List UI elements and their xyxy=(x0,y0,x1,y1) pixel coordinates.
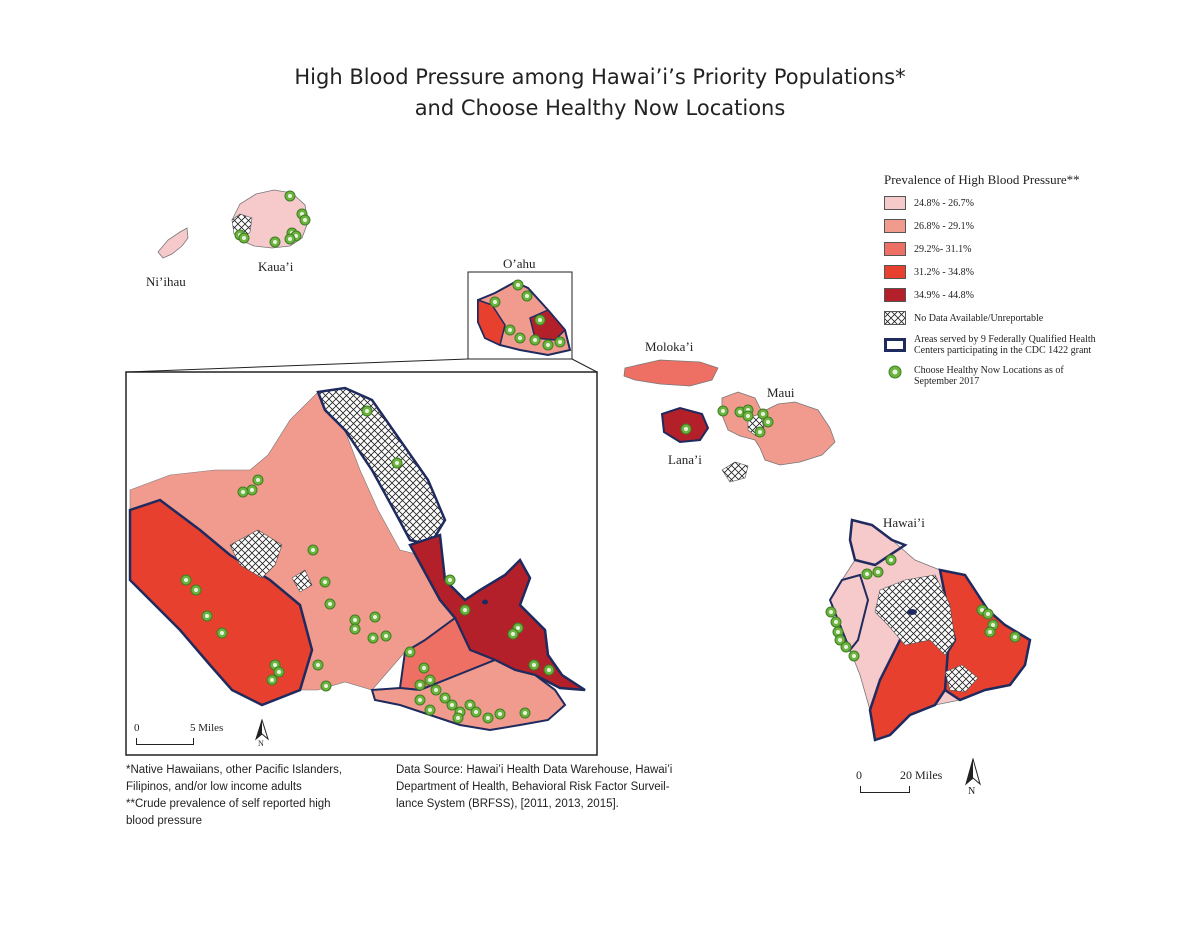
map-title: High Blood Pressure among Hawai’i’s Prio… xyxy=(0,62,1200,124)
inset-north-label: N xyxy=(258,739,264,748)
island-hawaii xyxy=(825,518,1032,742)
island-kahoolawe xyxy=(721,461,749,483)
footnote: *Native Hawaiians, other Pacific Islande… xyxy=(126,762,386,830)
label-hawaii: Hawai’i xyxy=(883,515,925,530)
footnote-line3: **Crude prevalence of self reported high xyxy=(126,798,331,810)
oahu-locator-box xyxy=(467,271,573,360)
footnote-line4: blood pressure xyxy=(126,815,203,827)
legend-fqhc: Areas served by 9 Federally Qualified He… xyxy=(884,334,1124,356)
legend-swatch-2 xyxy=(884,219,906,233)
legend-label-2: 26.8% - 29.1% xyxy=(914,220,974,232)
legend-locations: Choose Healthy Now Locations as of Septe… xyxy=(884,365,1124,387)
legend-swatch-5 xyxy=(884,288,906,302)
legend-label-3: 29.2%- 31.1% xyxy=(914,243,972,255)
source-line1: Data Source: Hawai’i Health Data Warehou… xyxy=(396,764,673,776)
legend-no-data-label: No Data Available/Unreportable xyxy=(914,312,1044,324)
source-line3: lance System (BRFSS), [2011, 2013, 2015]… xyxy=(396,798,619,810)
footnote-line1: *Native Hawaiians, other Pacific Islande… xyxy=(126,764,343,776)
oahu-inset-map xyxy=(128,386,586,732)
legend-title: Prevalence of High Blood Pressure** xyxy=(884,172,1080,187)
legend-swatch-4 xyxy=(884,265,906,279)
legend-locations-label: Choose Healthy Now Locations as of Septe… xyxy=(914,365,1064,387)
legend-class-4: 31.2% - 34.8% xyxy=(884,265,1124,279)
data-source: Data Source: Hawai’i Health Data Warehou… xyxy=(396,762,716,813)
legend-classes: 24.8% - 26.7% 26.8% - 29.1% 29.2%- 31.1%… xyxy=(884,196,1124,387)
legend-class-3: 29.2%- 31.1% xyxy=(884,242,1124,256)
label-lanai: Lana’i xyxy=(668,452,702,467)
legend-fqhc-swatch xyxy=(884,338,906,352)
label-kauai: Kaua’i xyxy=(258,259,294,274)
main-scale-line xyxy=(860,786,910,793)
island-maui xyxy=(721,391,836,466)
label-oahu: O’ahu xyxy=(503,256,536,271)
legend-swatch-1 xyxy=(884,196,906,210)
label-maui: Maui xyxy=(767,385,795,400)
main-scale-label: 20 Miles xyxy=(900,768,943,782)
legend-fqhc-label: Areas served by 9 Federally Qualified He… xyxy=(914,334,1096,356)
legend: Prevalence of High Blood Pressure** 24.8… xyxy=(884,172,1124,387)
inset-north-arrow-icon xyxy=(255,718,269,741)
legend-no-data: No Data Available/Unreportable xyxy=(884,311,1124,325)
legend-hatch-swatch xyxy=(884,311,906,325)
inset-scale-label: 5 Miles xyxy=(190,722,224,734)
inset-scale-line xyxy=(136,738,194,745)
main-north-label: N xyxy=(968,786,976,797)
inset-scale-bar: 0 5 Miles xyxy=(134,722,223,746)
island-molokai xyxy=(623,359,719,387)
legend-class-5: 34.9% - 44.8% xyxy=(884,288,1124,302)
map-title-line2: and Choose Healthy Now Locations xyxy=(414,96,786,120)
footnote-line2: Filipinos, and/or low income adults xyxy=(126,781,302,793)
legend-label-4: 31.2% - 34.8% xyxy=(914,266,974,278)
legend-label-1: 24.8% - 26.7% xyxy=(914,197,974,209)
label-niihau: Ni’ihau xyxy=(146,274,186,289)
inset-scale-zero: 0 xyxy=(134,722,140,734)
map-title-line1: High Blood Pressure among Hawai’i’s Prio… xyxy=(294,65,906,89)
main-scale-bar: 0 20 Miles xyxy=(856,768,966,798)
main-north-arrow: N xyxy=(964,757,982,798)
legend-class-2: 26.8% - 29.1% xyxy=(884,219,1124,233)
label-molokai: Moloka’i xyxy=(645,339,694,354)
legend-swatch-3 xyxy=(884,242,906,256)
legend-class-1: 24.8% - 26.7% xyxy=(884,196,1124,210)
location-marker-icon xyxy=(888,365,902,379)
inset-north-arrow: N xyxy=(254,718,270,749)
island-niihau xyxy=(157,227,189,259)
source-line2: Department of Health, Behavioral Risk Fa… xyxy=(396,781,670,793)
main-north-arrow-icon xyxy=(965,757,981,786)
main-scale-zero: 0 xyxy=(856,768,862,782)
legend-label-5: 34.9% - 44.8% xyxy=(914,289,974,301)
